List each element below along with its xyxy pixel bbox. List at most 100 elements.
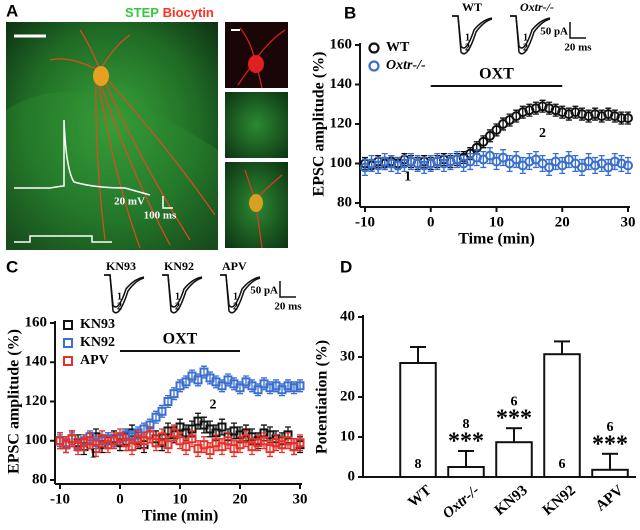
error-bar xyxy=(273,434,279,452)
inset-image xyxy=(225,22,288,88)
x-tick-label: -10 xyxy=(355,214,375,230)
stain-label: STEP xyxy=(125,5,159,20)
marker xyxy=(557,160,568,171)
marker xyxy=(163,397,173,406)
legend-label: APV xyxy=(80,353,109,368)
peak-label: 2 xyxy=(523,42,528,53)
x-tick-label: -10 xyxy=(50,491,70,507)
x-tick-label: Oxtr-/- xyxy=(440,482,483,522)
y-tick-label: 20 xyxy=(340,388,355,404)
x-tick-label: 30 xyxy=(293,491,308,507)
marker xyxy=(187,434,197,444)
error-bar xyxy=(598,154,605,173)
x-tick-label: 10 xyxy=(173,491,188,507)
marker xyxy=(193,375,203,385)
scale-label: 50 pA xyxy=(250,285,278,297)
y-tick-label: 0 xyxy=(348,468,356,484)
treatment-label: OXT xyxy=(479,66,514,83)
error-bar xyxy=(625,156,631,175)
y-tick-label: 160 xyxy=(330,36,353,52)
y-tick-label: 100 xyxy=(330,155,353,171)
peak-label: 2 xyxy=(117,301,122,312)
error-bar xyxy=(414,154,421,173)
annotation: 2 xyxy=(539,126,546,141)
error-bar xyxy=(421,156,428,175)
inset-trace xyxy=(162,274,203,314)
marker xyxy=(603,162,614,173)
treatment-label: OXT xyxy=(163,331,198,348)
peak-label: 1 xyxy=(117,291,122,302)
error-bar xyxy=(585,152,592,171)
error-bar xyxy=(526,152,533,171)
legend-marker xyxy=(63,320,73,330)
n-label: 6 xyxy=(559,457,566,472)
marker xyxy=(544,162,555,173)
marker xyxy=(169,389,179,399)
inset-trace xyxy=(104,274,145,308)
x-tick-label: KN92 xyxy=(540,482,579,518)
peak-label: 1 xyxy=(175,291,180,302)
error-bar xyxy=(480,151,487,169)
annotation: 1 xyxy=(404,170,411,185)
error-bar xyxy=(592,156,599,175)
y-tick-label: 80 xyxy=(337,194,352,210)
error-bar xyxy=(467,152,474,171)
error-bar xyxy=(375,156,382,175)
y-tick-label: 140 xyxy=(25,354,48,370)
marker xyxy=(295,381,305,391)
marker xyxy=(199,440,209,450)
marker xyxy=(623,113,633,124)
legend-marker xyxy=(63,338,73,348)
marker xyxy=(217,422,227,432)
error-bar xyxy=(565,151,572,169)
error-bar xyxy=(81,434,87,452)
inset-trace xyxy=(220,274,261,308)
scale-bar xyxy=(279,281,296,298)
y-tick-label: 120 xyxy=(330,115,353,131)
bar xyxy=(495,441,533,479)
error-bar xyxy=(427,154,434,173)
error-bar xyxy=(618,154,625,173)
error-bar xyxy=(408,152,415,171)
marker xyxy=(484,150,495,161)
marker xyxy=(175,422,185,432)
neuron xyxy=(237,27,286,89)
current-step xyxy=(14,235,112,243)
y-tick-label: 40 xyxy=(340,308,355,324)
marker xyxy=(91,444,101,454)
error-bar xyxy=(368,154,375,173)
legend-label: KN92 xyxy=(80,335,115,350)
stain-separator: / xyxy=(159,5,163,20)
inset-trace xyxy=(510,15,551,49)
marker xyxy=(623,160,633,171)
inset-label: KN93 xyxy=(106,259,136,273)
x-axis-label: Time (min) xyxy=(142,508,219,525)
inset-label: WT xyxy=(462,0,482,14)
scale-label: 20 ms xyxy=(564,42,592,54)
n-label: 8 xyxy=(463,417,470,432)
stain-label: Biocytin xyxy=(163,5,214,20)
error-bar xyxy=(388,154,395,173)
y-tick-label: 30 xyxy=(340,348,355,364)
error-bar xyxy=(552,152,559,171)
marker xyxy=(151,438,161,448)
inset-trace xyxy=(452,15,493,49)
x-axis-label: Time (min) xyxy=(458,231,535,248)
panel-label: A xyxy=(6,1,18,20)
marker xyxy=(265,444,275,454)
peak-label: 2 xyxy=(233,301,238,312)
error-bar xyxy=(255,434,261,452)
marker xyxy=(511,154,522,165)
marker xyxy=(97,434,107,444)
annotation: 2 xyxy=(210,398,217,413)
n-label: 8 xyxy=(415,457,422,472)
error-bar xyxy=(440,154,447,173)
error-bar xyxy=(473,149,480,167)
neuron xyxy=(49,29,216,249)
error-bar xyxy=(572,154,579,173)
peak-label: 1 xyxy=(523,32,528,43)
peak-label: 2 xyxy=(465,42,470,53)
significance: *** xyxy=(496,406,532,432)
y-axis-label: EPSC amplitude (%) xyxy=(6,329,23,474)
